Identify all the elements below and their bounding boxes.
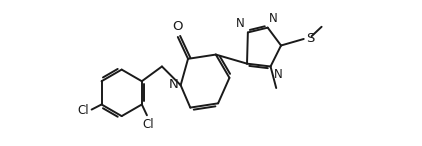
Text: N: N bbox=[236, 17, 244, 30]
Text: N: N bbox=[269, 12, 278, 25]
Text: O: O bbox=[173, 20, 183, 33]
Text: Cl: Cl bbox=[78, 104, 89, 117]
Text: N: N bbox=[169, 78, 179, 91]
Text: N: N bbox=[273, 68, 282, 81]
Text: Cl: Cl bbox=[143, 118, 154, 131]
Text: S: S bbox=[306, 32, 314, 45]
